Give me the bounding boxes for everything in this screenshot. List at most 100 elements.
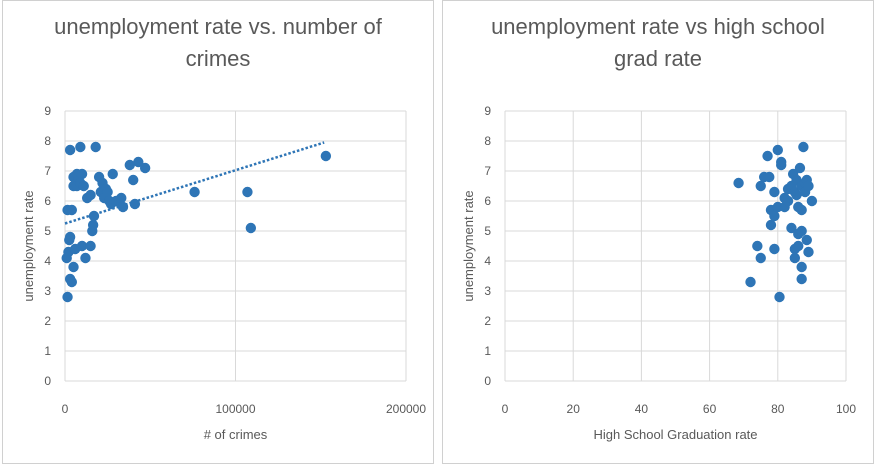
data-point	[803, 180, 814, 192]
data-point	[806, 195, 818, 207]
y-tick-label: 1	[44, 344, 51, 358]
data-point	[752, 240, 763, 252]
chart-title-line-2: grad rate	[613, 46, 703, 71]
y-tick-label: 6	[484, 194, 491, 208]
data-point	[755, 180, 766, 192]
data-point	[64, 144, 76, 156]
y-tick-label: 4	[44, 254, 51, 268]
data-point	[85, 189, 96, 201]
x-tick-label: 100000	[215, 402, 255, 416]
y-tick-label: 8	[484, 134, 491, 148]
data-point	[124, 159, 135, 171]
data-point	[129, 198, 141, 210]
y-tick-label: 2	[44, 314, 51, 328]
x-tick-label: 20	[567, 402, 581, 416]
x-tick-label: 0	[62, 402, 69, 416]
data-point	[774, 291, 785, 303]
data-point	[62, 291, 73, 303]
y-tick-label: 5	[44, 224, 51, 238]
data-point	[765, 219, 777, 231]
data-point	[133, 156, 144, 168]
data-point	[791, 189, 802, 201]
data-point	[128, 174, 139, 186]
data-point	[75, 141, 86, 153]
chart-title-line-2: crimes	[185, 46, 251, 71]
data-point	[755, 252, 766, 264]
data-point	[76, 168, 88, 180]
scatter-plot-gradrate: 0 1 2 3 4 5 6 7 8 9 0 20 40 60 80 100 High School Gradua…	[461, 104, 856, 442]
data-point	[796, 204, 807, 216]
data-point	[242, 186, 253, 198]
trendline	[64, 141, 325, 225]
data-point	[87, 219, 99, 231]
x-tick-label: 200000	[386, 402, 426, 416]
y-tick-label: 9	[484, 104, 491, 118]
y-tick-label: 5	[484, 224, 491, 238]
data-point	[245, 222, 257, 234]
x-axis-label: # of crimes	[204, 427, 268, 442]
y-axis-label: unemployment rate	[21, 190, 36, 301]
data-point	[769, 186, 780, 198]
data-point	[85, 240, 96, 252]
x-tick-label: 60	[703, 402, 717, 416]
data-point	[798, 141, 809, 153]
chart-title: unemployment rate vs. number of crimes	[3, 11, 433, 75]
data-point	[117, 201, 129, 213]
data-point	[776, 156, 787, 168]
chart-title: unemployment rate vs high school grad ra…	[443, 11, 873, 75]
y-tick-label: 7	[484, 164, 491, 178]
data-point	[76, 240, 88, 252]
data-point	[772, 144, 783, 156]
data-point	[794, 162, 806, 174]
x-tick-label: 0	[502, 402, 509, 416]
y-tick-label: 9	[44, 104, 51, 118]
x-tick-label: 40	[635, 402, 649, 416]
data-point	[803, 246, 814, 258]
data-point	[80, 252, 91, 264]
chart-title-line-1: unemployment rate vs. number of	[54, 14, 382, 39]
data-point	[796, 225, 807, 237]
y-axis-label: unemployment rate	[461, 190, 476, 301]
data-point	[769, 210, 780, 222]
data-point	[90, 141, 101, 153]
data-point	[116, 192, 127, 204]
data-point	[107, 168, 118, 180]
data-point	[793, 240, 804, 252]
data-point	[764, 171, 775, 183]
x-tick-label: 100	[836, 402, 856, 416]
y-tick-label: 2	[484, 314, 491, 328]
y-tick-label: 0	[44, 374, 51, 388]
chart-title-line-1: unemployment rate vs high school	[491, 14, 825, 39]
data-point	[796, 273, 807, 285]
data-point	[66, 204, 78, 216]
y-tick-label: 3	[44, 284, 51, 298]
data-point	[102, 186, 113, 198]
x-tick-label: 80	[771, 402, 785, 416]
data-point	[320, 150, 332, 162]
data-point	[789, 252, 801, 264]
y-tick-label: 3	[484, 284, 491, 298]
data-point	[139, 162, 151, 174]
data-point	[88, 210, 100, 222]
y-tick-label: 0	[484, 374, 491, 388]
data-point	[786, 222, 797, 234]
data-point	[745, 276, 756, 288]
data-point	[796, 261, 807, 273]
data-point	[782, 195, 794, 207]
data-point	[66, 276, 78, 288]
y-tick-label: 4	[484, 254, 491, 268]
data-point	[801, 234, 812, 246]
y-tick-label: 6	[44, 194, 51, 208]
chart-panel-crimes: unemployment rate vs. number of crimes 0…	[2, 0, 434, 464]
x-axis-label: High School Graduation rate	[593, 427, 757, 442]
data-point	[78, 180, 89, 192]
data-point	[733, 177, 744, 189]
scatter-plot-crimes: 0 1 2 3 4 5 6 7 8 9 0 100000 200000 # of crimes unempl…	[21, 104, 426, 442]
chart-panel-gradrate: unemployment rate vs high school grad ra…	[442, 0, 874, 464]
data-point	[68, 261, 79, 273]
y-tick-label: 8	[44, 134, 51, 148]
y-tick-label: 1	[484, 344, 491, 358]
data-point	[769, 243, 780, 255]
data-point	[762, 150, 773, 162]
data-point	[189, 186, 200, 198]
